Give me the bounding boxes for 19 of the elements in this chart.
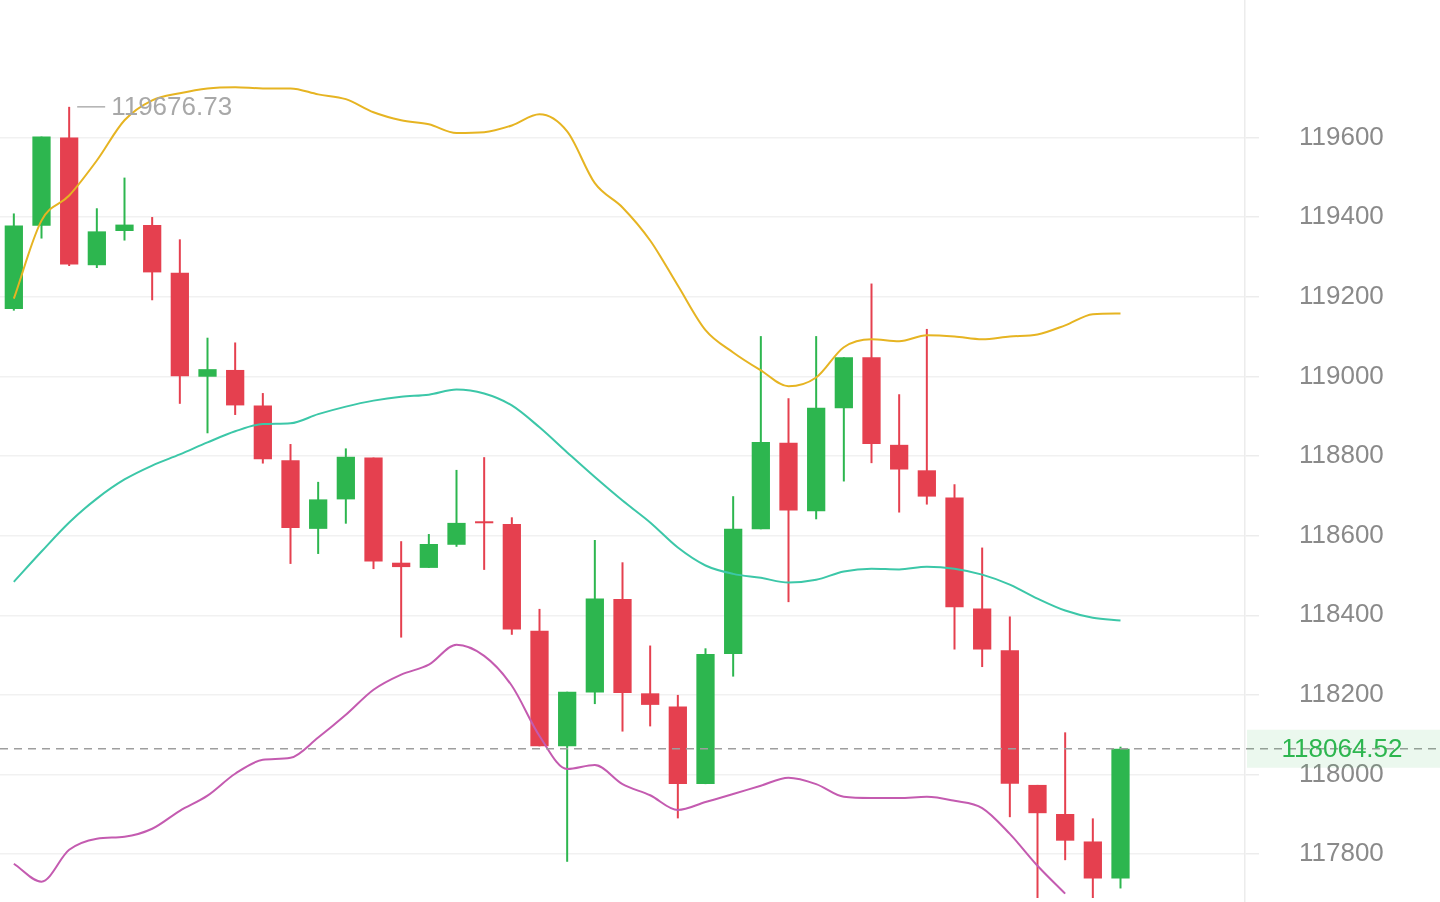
y-tick-label: 119000: [1299, 359, 1384, 390]
candlestick: [392, 540, 411, 639]
y-tick-label: 119400: [1299, 200, 1384, 231]
y-tick-label: 118800: [1299, 439, 1384, 470]
y-tick-label: 118400: [1299, 598, 1384, 629]
candlestick: [115, 176, 134, 242]
candlestick: [419, 533, 438, 569]
y-tick-label: 118200: [1299, 678, 1384, 709]
candlestick: [447, 468, 466, 548]
candlestick: [198, 336, 217, 435]
y-tick-label: 119600: [1299, 120, 1384, 151]
candlestick: [475, 456, 494, 571]
y-tick-label: 119200: [1299, 279, 1384, 310]
line-series: [12, 86, 1122, 388]
candlestick: [641, 644, 660, 728]
line-series: [12, 643, 1067, 895]
y-tick-label: 117800: [1299, 837, 1384, 868]
y-tick-label: 118600: [1299, 518, 1384, 549]
line-series: [12, 388, 1122, 622]
